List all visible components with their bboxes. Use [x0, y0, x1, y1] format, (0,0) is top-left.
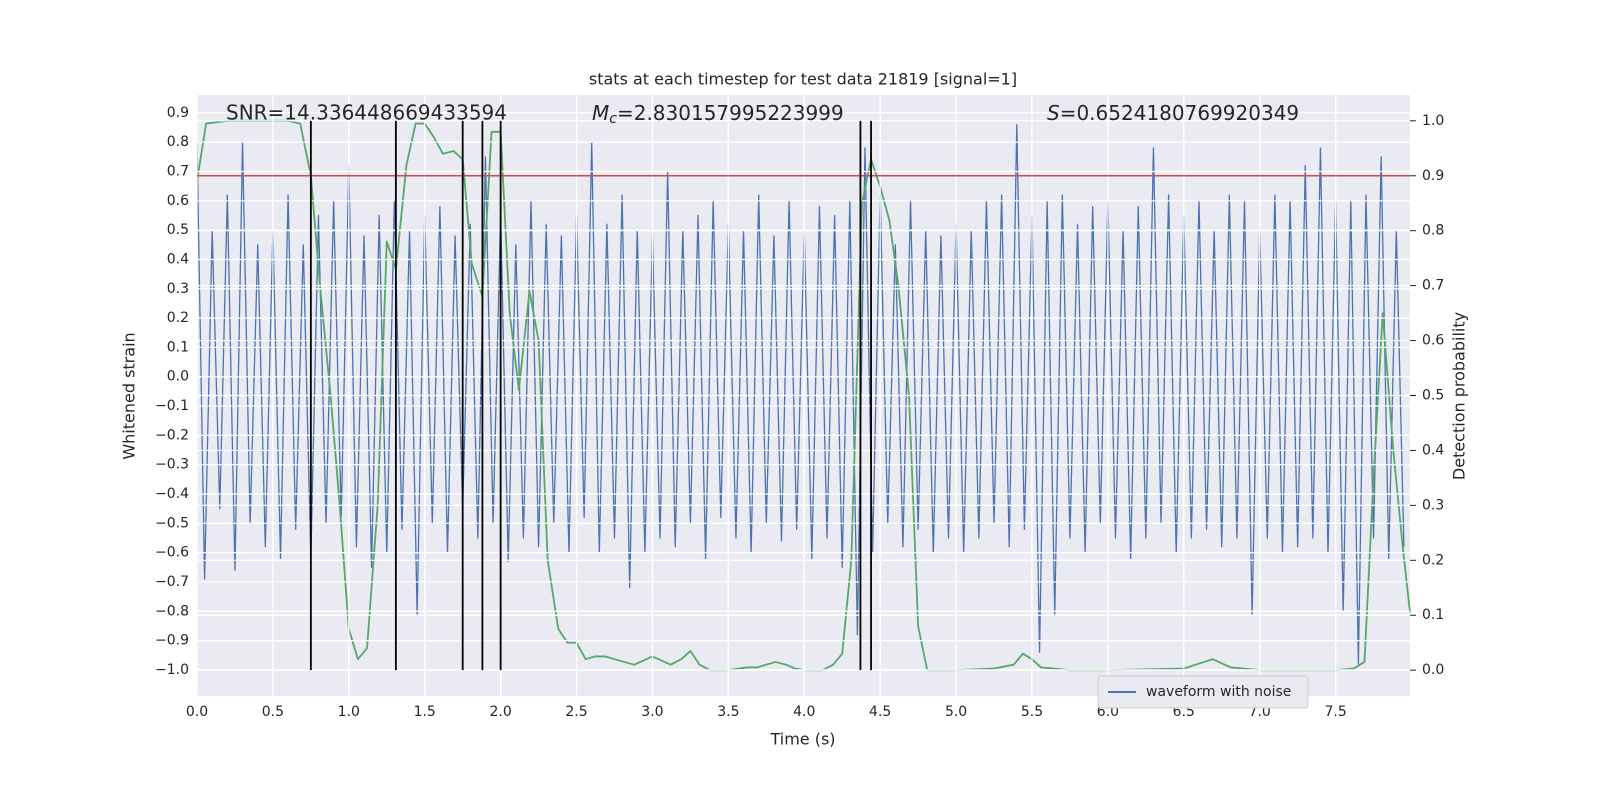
legend: waveform with noise	[1097, 675, 1309, 709]
marks	[196, 119, 1411, 672]
y-tick-label: −0.6	[155, 545, 189, 561]
y2-tick-label: 0.3	[1422, 497, 1444, 513]
y2-tick-label: 0.0	[1422, 662, 1444, 678]
annotation-symbol: M	[592, 101, 609, 125]
y-tick-label: 0.2	[167, 310, 189, 326]
y2-tick-label: 0.2	[1422, 552, 1444, 568]
y-tick-label: 0.7	[167, 164, 189, 180]
y-tick-label: 0.6	[167, 193, 189, 209]
y-tick-label: 0.0	[167, 369, 189, 385]
annotation-subscript: c	[609, 111, 617, 127]
legend-label: waveform with noise	[1146, 684, 1291, 700]
y-tick-label: −0.3	[155, 457, 189, 473]
annotation: Mc=2.830157995223999	[592, 101, 844, 128]
y2-tick-label: 0.5	[1422, 388, 1444, 404]
x-tick-label: 4.0	[793, 704, 815, 720]
y2-tick-label: 0.9	[1422, 168, 1444, 184]
y2-tick-label: 0.8	[1422, 223, 1444, 239]
y-tick-label: 0.5	[167, 222, 189, 238]
x-tick-label: 1.0	[338, 704, 360, 720]
y2-tick-label: 0.1	[1422, 607, 1444, 623]
x-tick-label: 1.5	[414, 704, 436, 720]
y2-tick-label: 0.4	[1422, 442, 1444, 458]
annotation: SNR=14.336448669433594	[226, 101, 507, 125]
chart-title: stats at each timestep for test data 218…	[589, 70, 1017, 89]
grid	[196, 95, 1410, 696]
y-tick-label: 0.8	[167, 134, 189, 150]
x-tick-label: 5.0	[945, 704, 967, 720]
x-tick-label: 3.5	[717, 704, 739, 720]
y2-tick-label: 1.0	[1422, 113, 1444, 129]
x-tick-label: 2.0	[489, 704, 511, 720]
series-line	[196, 119, 1411, 672]
y2-axis-label: Detection probability	[1450, 312, 1469, 480]
x-axis-label: Time (s)	[769, 730, 835, 749]
x-tick-label: 0.0	[186, 704, 208, 720]
x-tick-label: 3.0	[641, 704, 663, 720]
y-tick-label: 0.3	[167, 281, 189, 297]
y-tick-label: −0.9	[155, 633, 189, 649]
annotation-text: =2.830157995223999	[617, 101, 844, 125]
x-tick-label: 5.5	[1021, 704, 1043, 720]
legend-box	[1097, 675, 1309, 709]
annotation: S=0.6524180769920349	[1047, 101, 1299, 125]
series-line	[196, 123, 1405, 665]
y-tick-label: −0.1	[155, 398, 189, 414]
x-tick-label: 4.5	[869, 704, 891, 720]
x-tick-label: 2.5	[565, 704, 587, 720]
y2-tick-label: 0.7	[1422, 278, 1444, 294]
annotation-symbol: S	[1047, 101, 1060, 125]
y-tick-label: −0.5	[155, 515, 189, 531]
y2-tick-label: 0.6	[1422, 333, 1444, 349]
y-tick-label: −1.0	[155, 662, 189, 678]
annotation-text: =0.6524180769920349	[1060, 101, 1299, 125]
y-tick-label: 0.9	[167, 105, 189, 121]
y-tick-label: 0.4	[167, 251, 189, 267]
x-tick-label: 0.5	[262, 704, 284, 720]
y-tick-label: −0.8	[155, 603, 189, 619]
y-tick-label: −0.4	[155, 486, 189, 502]
y-tick-label: 0.1	[167, 339, 189, 355]
x-tick-label: 7.5	[1324, 704, 1346, 720]
y-axis-label: Whitened strain	[120, 332, 139, 459]
y-tick-label: −0.2	[155, 427, 189, 443]
y-tick-label: −0.7	[155, 574, 189, 590]
